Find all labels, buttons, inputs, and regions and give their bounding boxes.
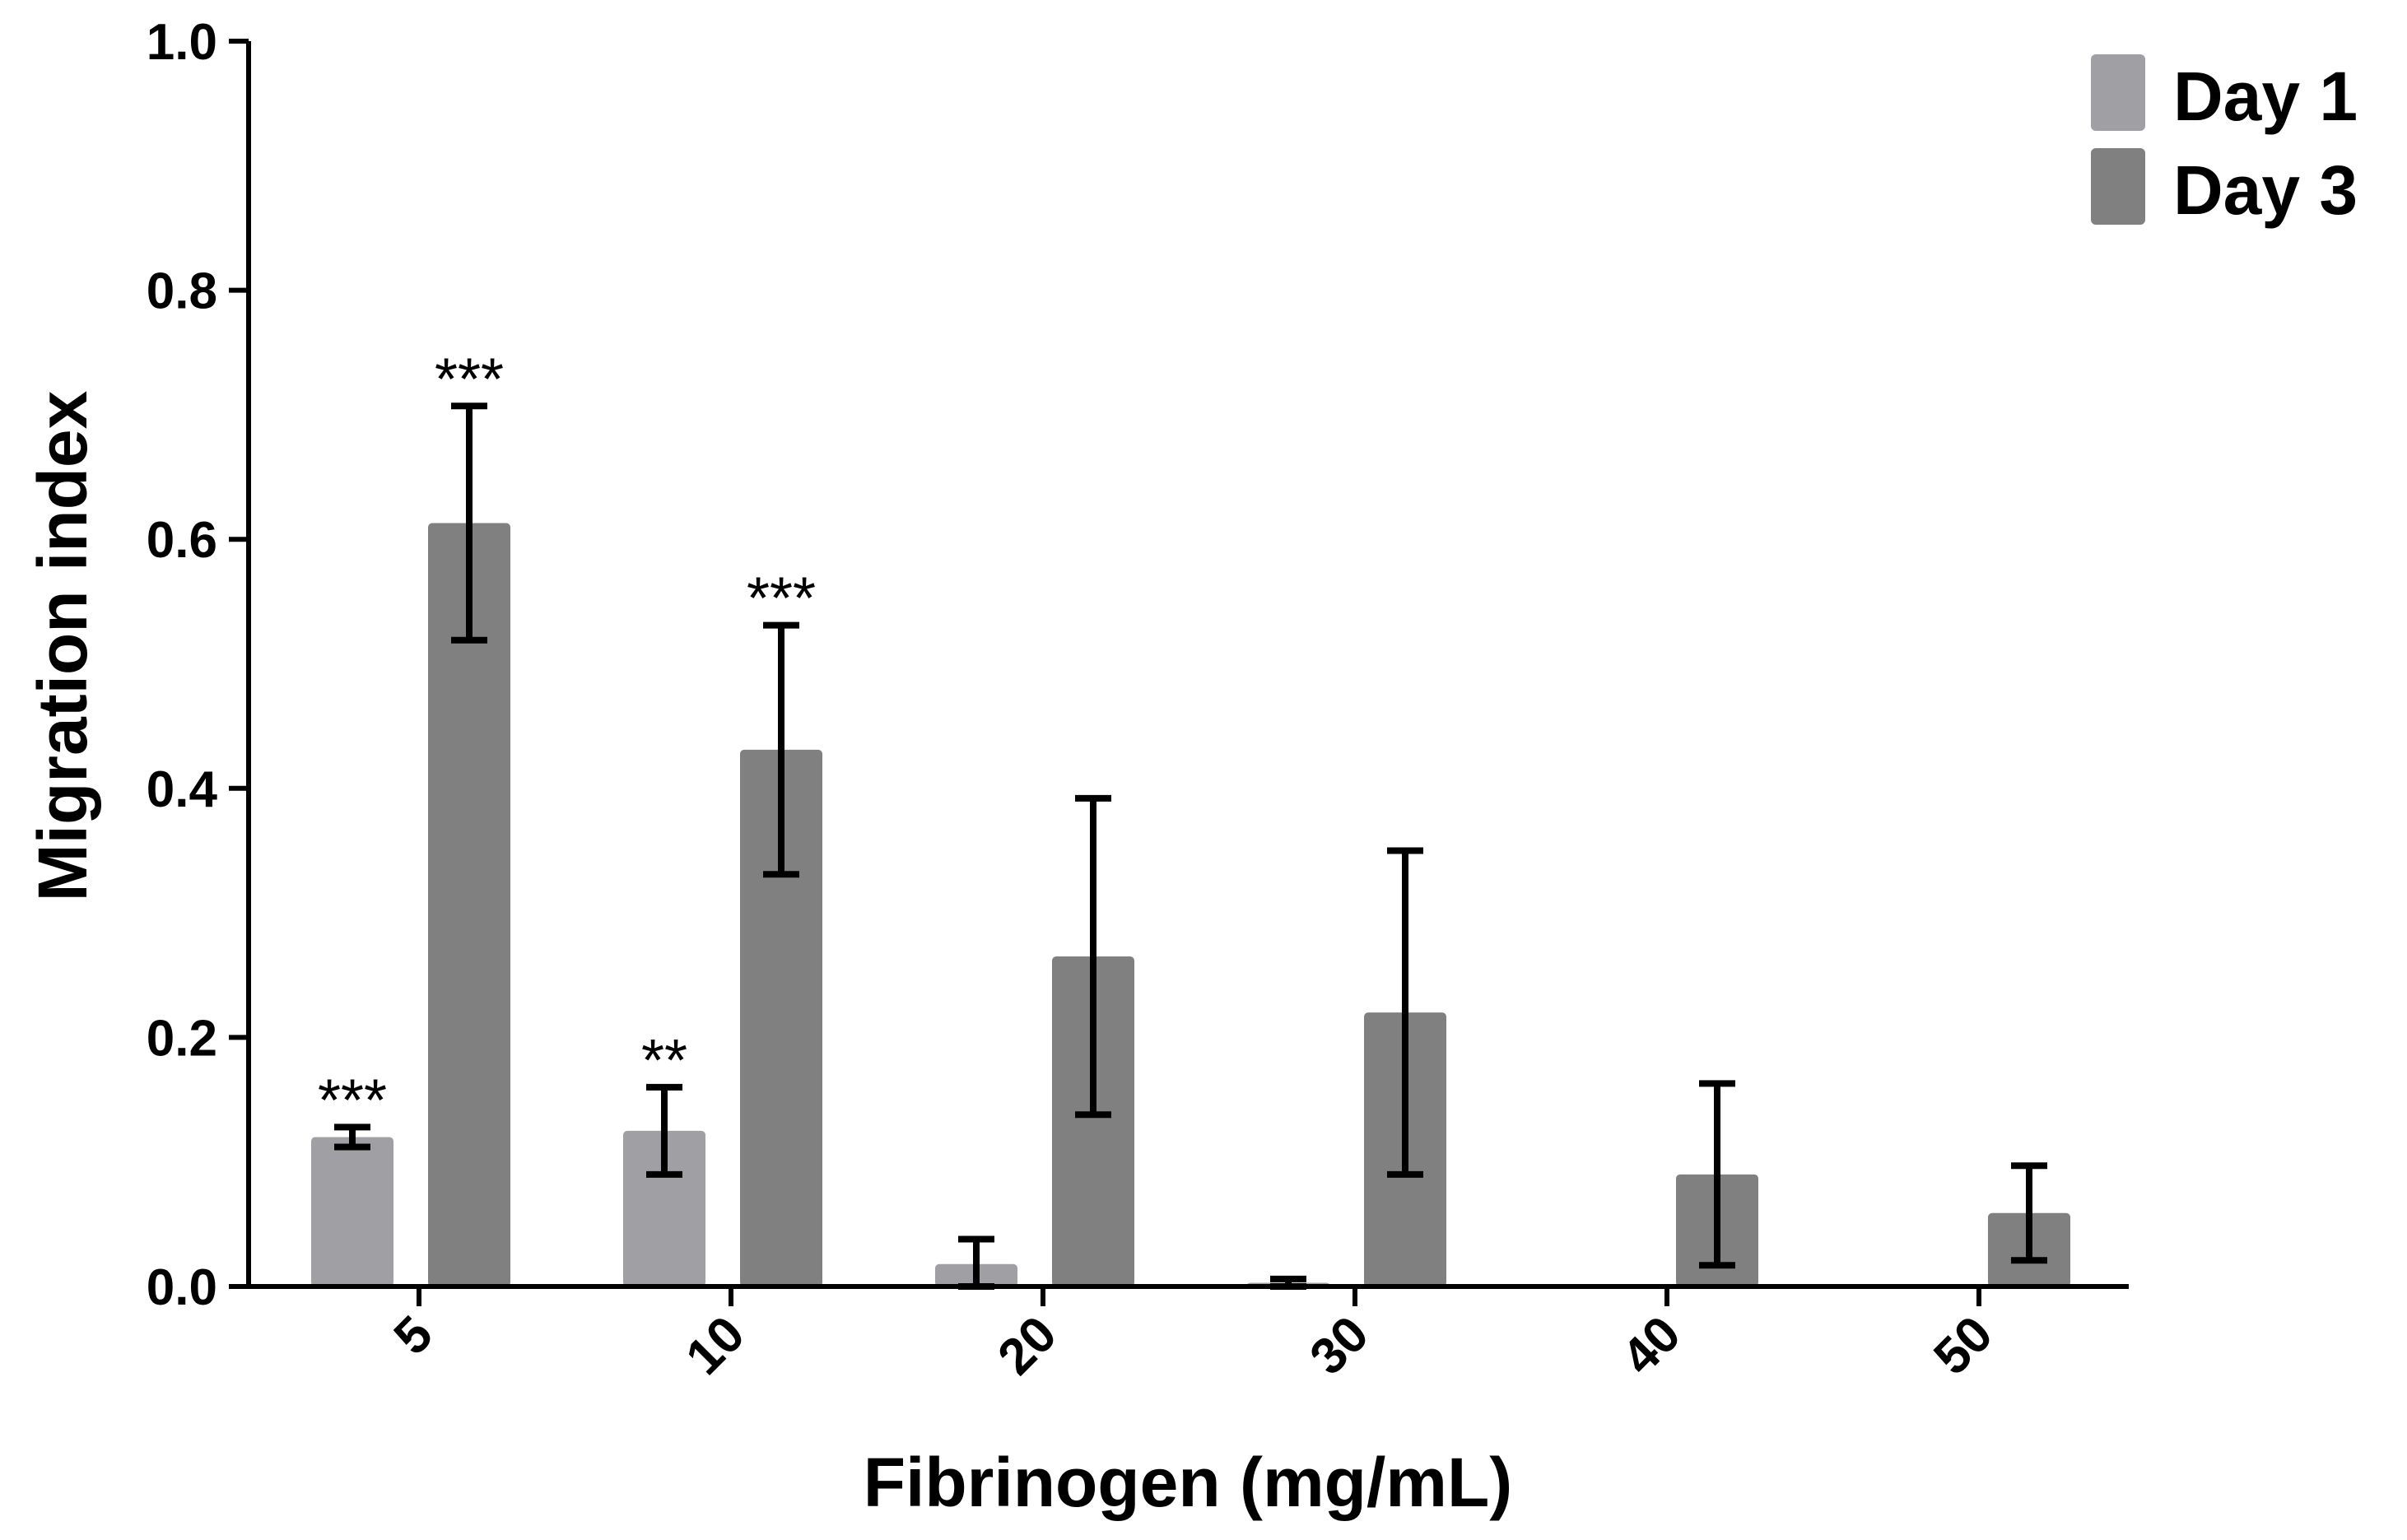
x-tick-label: 20 [987,1305,1068,1386]
legend-label-day-1: Day 1 [2173,58,2358,135]
bar-day-3-5 [428,523,510,1286]
error-bar-day-3-30 [1387,847,1423,1178]
x-tick-label: 50 [1923,1305,2004,1386]
x-axis-title: Fibrinogen (mg/mL) [864,1444,1513,1521]
x-tick-label: 10 [675,1305,756,1386]
error-bar-day-3-50 [2011,1162,2047,1264]
legend-swatch-day-1 [2091,54,2145,131]
significance-day-1-10: ** [641,1028,687,1094]
error-bar-day-3-40 [1699,1080,1735,1269]
significance-day-3-10: *** [747,566,816,632]
bar-day-1-10 [623,1130,705,1286]
x-tick-label: 40 [1611,1305,1692,1386]
y-tick-label: 0.0 [147,1259,217,1316]
significance-day-1-5: *** [318,1068,387,1133]
x-ticks: 5 10 20 30 40 50 [384,1286,2004,1386]
y-tick-label: 1.0 [147,14,217,71]
error-bar-day-1-10 [646,1083,682,1178]
bar-day-1-5 [311,1137,393,1286]
y-tick-label: 0.4 [147,761,218,818]
bars-layer [311,523,2070,1286]
bar-day-3-20 [1052,956,1134,1286]
error-bar-day-3-10 [763,621,799,878]
significance-day-3-5: *** [435,347,504,412]
x-tick-label: 30 [1299,1305,1380,1386]
y-tick-label: 0.2 [147,1010,217,1067]
error-bars-layer [334,402,2047,1290]
error-bar-day-1-5 [334,1124,370,1151]
y-axis-title: Migration index [24,390,101,901]
error-bar-day-3-20 [1075,794,1111,1119]
error-bar-day-3-5 [451,402,487,644]
axes [246,41,2129,1289]
significance-annotations: *********** [318,347,816,1133]
x-tick-label: 5 [384,1305,444,1366]
bar-day-3-10 [740,749,822,1286]
legend-swatch-day-3 [2091,148,2145,225]
y-tick-label: 0.6 [147,512,217,569]
y-ticks: 0.0 0.2 0.4 0.6 0.8 1.0 [147,14,249,1316]
legend-label-day-3: Day 3 [2173,151,2358,229]
y-tick-label: 0.8 [147,263,217,320]
legend: Day 1 Day 3 [2091,54,2358,229]
